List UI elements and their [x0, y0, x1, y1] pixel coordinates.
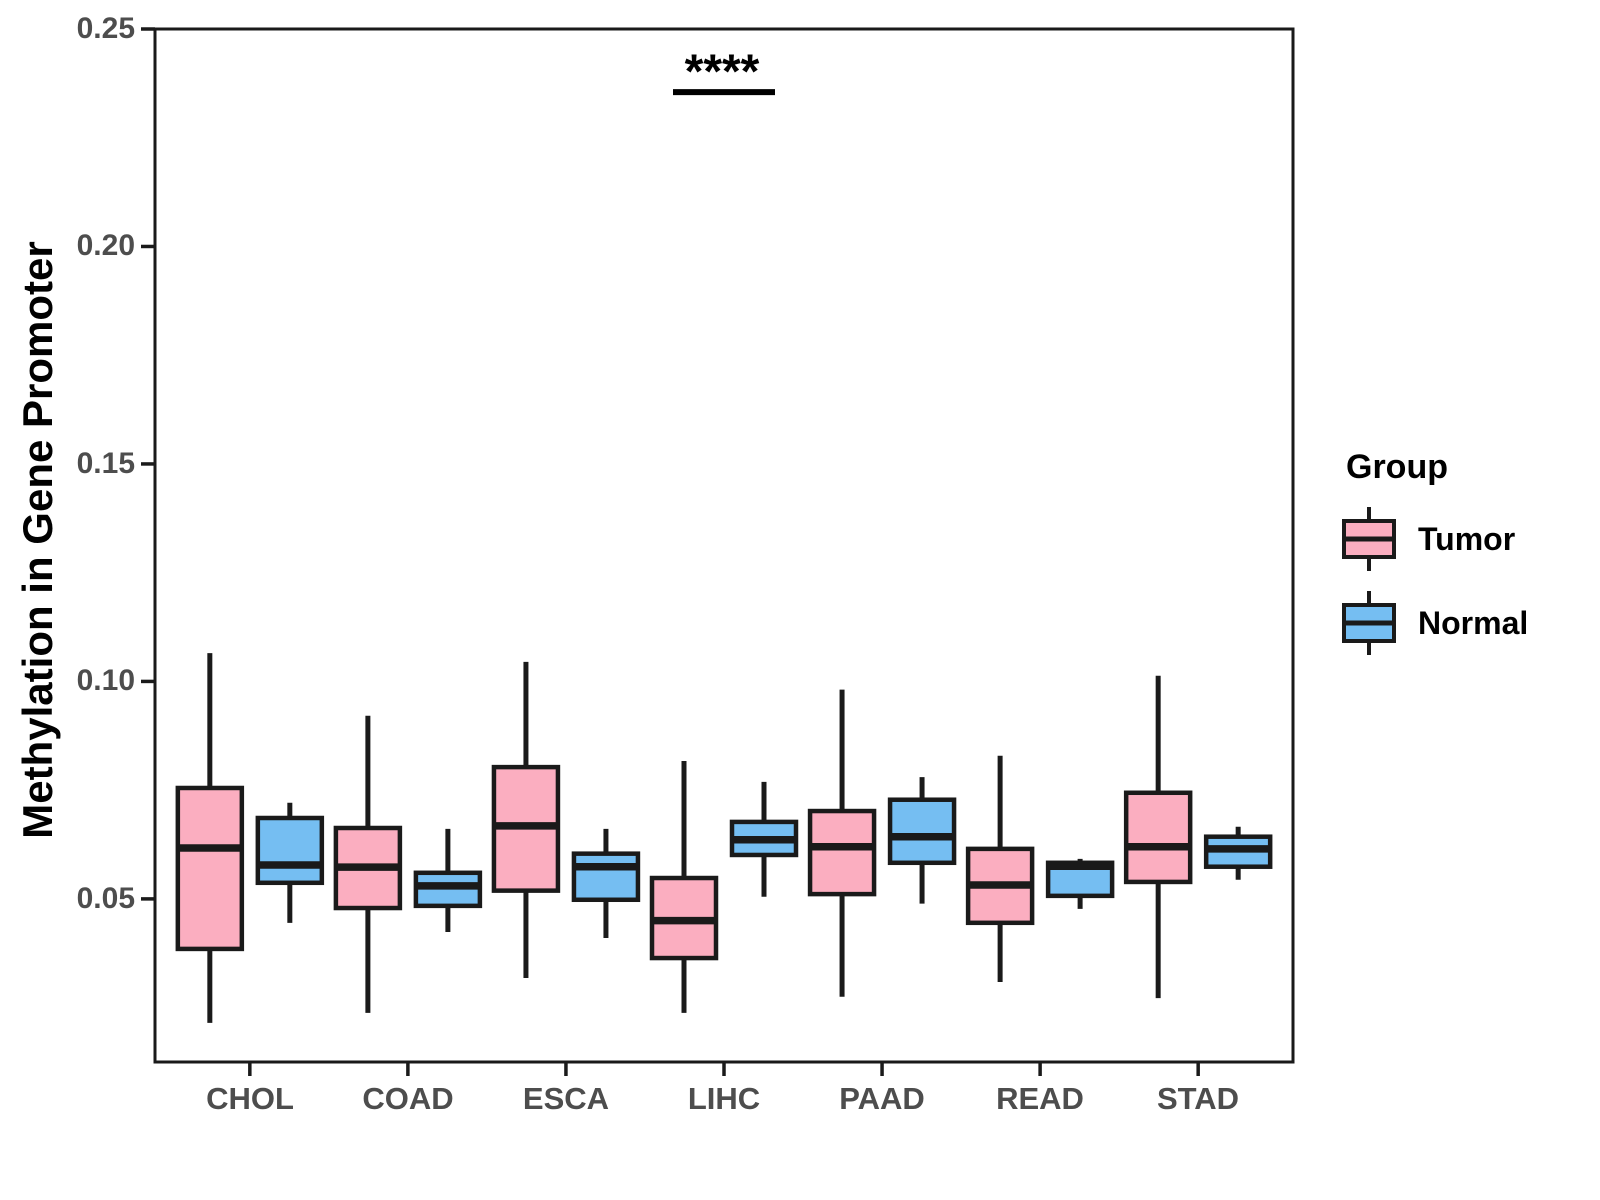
y-axis-title: Methylation in Gene Promoter: [14, 241, 61, 839]
y-tick-label: 0.20: [76, 229, 135, 262]
significance-stars: ****: [685, 45, 760, 98]
x-tick-label: COAD: [362, 1081, 454, 1116]
x-tick-label: ESCA: [522, 1081, 610, 1116]
box-PAAD-tumor: [807, 808, 877, 897]
x-tick-label: PAAD: [839, 1081, 925, 1116]
legend-entry-tumor: Tumor: [1340, 503, 1590, 575]
legend-label-tumor: Tumor: [1418, 520, 1516, 557]
x-tick-label: STAD: [1156, 1081, 1240, 1116]
y-tick-label: 0.10: [76, 664, 135, 697]
y-tick-label: 0.15: [76, 447, 135, 480]
legend-label-normal: Normal: [1418, 604, 1529, 641]
normal-boxplot-key-icon: [1342, 591, 1396, 655]
legend-title: Group: [1346, 448, 1448, 486]
box-STAD-tumor: [1123, 790, 1193, 885]
legend: Group Tumor Normal: [1340, 448, 1590, 671]
panel-border: [153, 27, 1295, 1064]
x-tick-label: READ: [996, 1081, 1084, 1116]
tumor-boxplot-key-icon: [1342, 507, 1396, 571]
box-ESCA-normal: [571, 851, 641, 903]
x-tick-label: CHOL: [206, 1081, 294, 1116]
y-tick-label: 0.05: [76, 882, 135, 915]
x-tick-label: LIHC: [687, 1081, 761, 1116]
box-CHOL-normal: [255, 815, 325, 886]
box-CHOL-tumor: [175, 785, 245, 952]
box-PAAD-normal: [887, 797, 957, 866]
y-tick-label: 0.25: [76, 12, 135, 45]
legend-entry-normal: Normal: [1340, 587, 1590, 659]
